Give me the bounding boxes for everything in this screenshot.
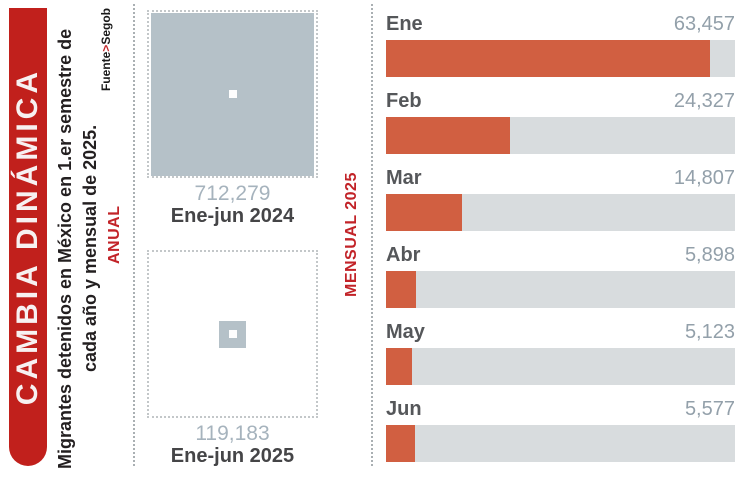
- bar-row-header: Mar 14,807: [386, 167, 735, 190]
- subtitle: Migrantes detenidos en México en 1.er se…: [53, 0, 103, 497]
- bar-row-header: Jun 5,577: [386, 398, 735, 421]
- bar-fill: [386, 348, 413, 385]
- bar-value-label: 14,807: [673, 167, 735, 189]
- bar-fill: [386, 425, 415, 462]
- bar-value-label: 5,123: [684, 321, 735, 343]
- bar-row: Ene 63,457: [386, 13, 735, 77]
- source-credit: Fuente>Segob: [99, 8, 113, 91]
- bar-track: [386, 271, 735, 308]
- square-center-dot: [228, 90, 237, 98]
- separator-left: [133, 4, 135, 466]
- bar-month-label: Ene: [386, 13, 423, 35]
- bar-month-label: Feb: [386, 90, 422, 112]
- bar-month-label: Abr: [386, 244, 421, 266]
- separator-right: [371, 4, 373, 466]
- bar-month-label: Mar: [386, 167, 422, 189]
- bar-value-label: 24,327: [673, 90, 735, 112]
- annual-panel-2024: [147, 10, 318, 178]
- bar-fill: [386, 117, 511, 154]
- annual-label-2024: Ene-jun 2024: [170, 205, 295, 227]
- source-label: Fuente: [99, 51, 113, 92]
- bar-track: [386, 40, 735, 77]
- monthly-bar-chart: Ene 63,457 Feb 24,327 Mar 14,807: [386, 13, 735, 475]
- bar-track: [386, 348, 735, 385]
- bar-row-header: Feb 24,327: [386, 90, 735, 113]
- bar-track: [386, 425, 735, 462]
- bar-row-header: Ene 63,457: [386, 13, 735, 36]
- square-center-dot: [228, 330, 237, 338]
- source-name: Segob: [99, 8, 113, 45]
- annual-value-2024: 712,279: [194, 182, 271, 205]
- annual-label-2025: Ene-jun 2025: [170, 445, 295, 467]
- subtitle-line-1: Migrantes detenidos en México en 1.er se…: [55, 28, 75, 469]
- annual-square-2025: [219, 320, 246, 348]
- page-title: CAMBIA DINÁMICA: [11, 68, 44, 406]
- bar-row: Abr 5,898: [386, 244, 735, 308]
- bar-value-label: 5,577: [684, 398, 735, 420]
- bar-fill: [386, 40, 710, 77]
- section-label-anual: ANUAL: [106, 205, 123, 265]
- bar-row-header: Abr 5,898: [386, 244, 735, 267]
- bar-fill: [386, 194, 462, 231]
- bar-track: [386, 117, 735, 154]
- bar-row: Feb 24,327: [386, 90, 735, 154]
- annual-panel-2025: [147, 250, 318, 418]
- bar-month-label: Jun: [386, 398, 422, 420]
- bar-value-label: 63,457: [673, 13, 735, 35]
- bar-value-label: 5,898: [684, 244, 735, 266]
- bar-month-label: May: [386, 321, 425, 343]
- bar-row: Mar 14,807: [386, 167, 735, 231]
- source-chevron-icon: >: [99, 44, 113, 52]
- annual-square-2024: [151, 12, 314, 176]
- bar-track: [386, 194, 735, 231]
- bar-row: May 5,123: [386, 321, 735, 385]
- title-banner: CAMBIA DINÁMICA: [9, 8, 47, 466]
- bar-fill: [386, 271, 416, 308]
- bar-row-header: May 5,123: [386, 321, 735, 344]
- section-label-mensual: MENSUAL 2025: [343, 172, 360, 298]
- bar-row: Jun 5,577: [386, 398, 735, 462]
- annual-value-2025: 119,183: [195, 422, 270, 445]
